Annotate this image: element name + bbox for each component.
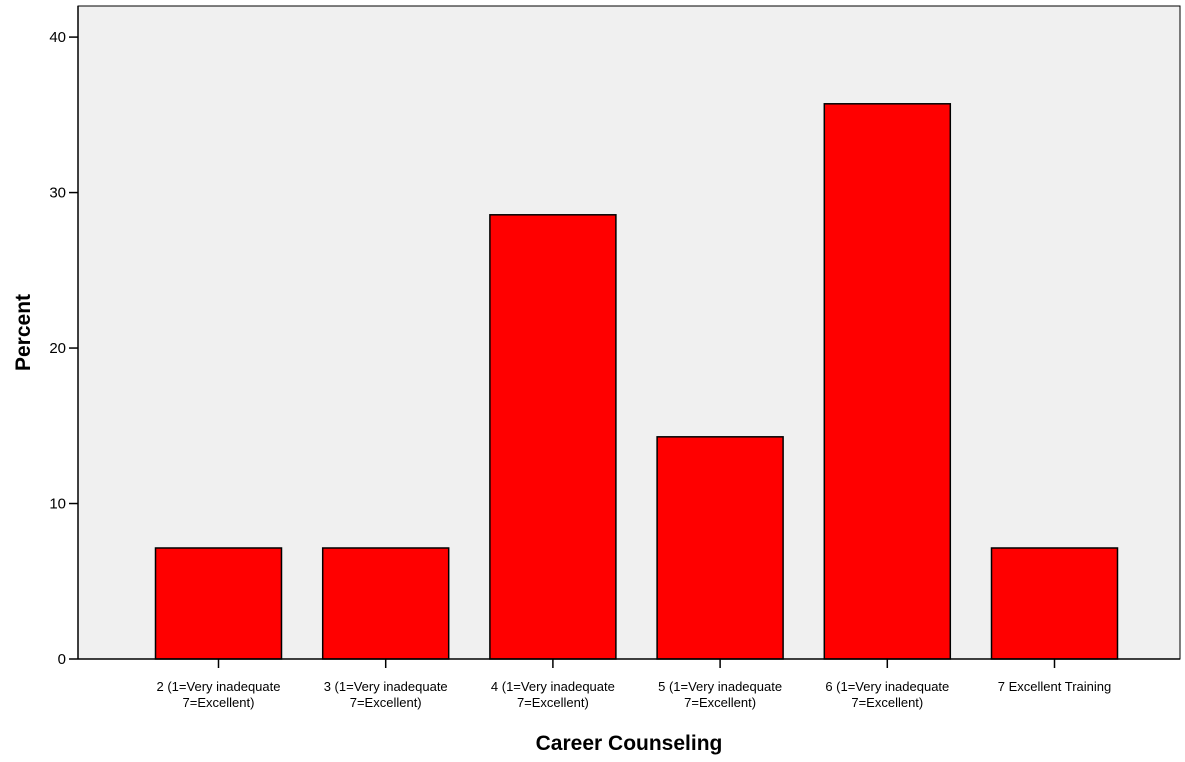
bar-1 xyxy=(154,547,283,660)
x-tick-label: 7 Excellent Training xyxy=(998,679,1111,694)
bar-4 xyxy=(656,436,784,660)
y-axis-title: Percent xyxy=(12,294,35,371)
y-tick-label: 10 xyxy=(49,496,66,513)
x-tick-label: 2 (1=Very inadequate 7=Excellent) xyxy=(157,679,281,710)
bars-group xyxy=(154,103,1119,660)
y-axis: 0 10 20 30 40 xyxy=(49,6,79,668)
bar-5 xyxy=(823,103,952,660)
bar-3 xyxy=(489,214,617,660)
y-tick-label: 30 xyxy=(49,185,66,202)
y-tick-label: 20 xyxy=(49,340,66,357)
y-tick-label: 40 xyxy=(49,29,66,46)
x-axis-title: Career Counseling xyxy=(536,732,723,755)
bar-6 xyxy=(990,547,1119,660)
x-tick-label: 5 (1=Very inadequate 7=Excellent) xyxy=(658,679,782,710)
x-tick-label: 6 (1=Very inadequate 7=Excellent) xyxy=(825,679,949,710)
x-tick-label: 4 (1=Very inadequate 7=Excellent) xyxy=(491,679,615,710)
bar-2 xyxy=(321,547,450,660)
x-axis: 2 (1=Very inadequate 7=Excellent) 3 (1=Ver… xyxy=(78,658,1180,710)
x-tick-label: 3 (1=Very inadequate 7=Excellent) xyxy=(324,679,448,710)
y-tick-label: 0 xyxy=(58,651,66,668)
